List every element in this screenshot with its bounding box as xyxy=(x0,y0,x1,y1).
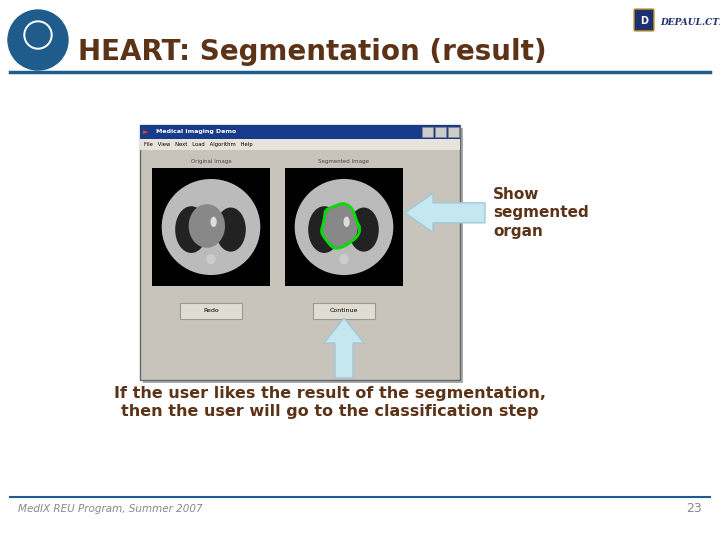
Ellipse shape xyxy=(189,204,225,248)
Text: 23: 23 xyxy=(686,503,702,516)
Bar xyxy=(435,127,446,137)
Bar xyxy=(140,125,460,139)
FancyBboxPatch shape xyxy=(313,303,375,319)
Bar xyxy=(448,127,459,137)
Polygon shape xyxy=(324,318,364,378)
Ellipse shape xyxy=(210,217,217,227)
Bar xyxy=(140,125,460,380)
Circle shape xyxy=(24,21,52,49)
Bar xyxy=(152,168,270,286)
Text: then the user will go to the classification step: then the user will go to the classificat… xyxy=(121,404,539,419)
Ellipse shape xyxy=(207,254,216,265)
Polygon shape xyxy=(405,193,485,232)
Bar xyxy=(143,128,463,383)
Ellipse shape xyxy=(216,207,246,252)
FancyBboxPatch shape xyxy=(634,9,654,31)
Ellipse shape xyxy=(175,206,207,253)
Ellipse shape xyxy=(322,204,358,248)
Text: File   View   Next   Load   Algorithm   Help: File View Next Load Algorithm Help xyxy=(144,142,253,147)
Ellipse shape xyxy=(343,217,350,227)
Text: Segmented Image: Segmented Image xyxy=(318,159,369,165)
Ellipse shape xyxy=(294,179,393,275)
Ellipse shape xyxy=(308,206,341,253)
Bar xyxy=(140,139,460,150)
Text: HEART: Segmentation (result): HEART: Segmentation (result) xyxy=(78,38,546,66)
Text: If the user likes the result of the segmentation,: If the user likes the result of the segm… xyxy=(114,386,546,401)
Text: D: D xyxy=(640,16,648,26)
Ellipse shape xyxy=(339,254,348,265)
Text: DEPAUL.CTI: DEPAUL.CTI xyxy=(660,18,720,27)
Polygon shape xyxy=(140,125,460,139)
Circle shape xyxy=(8,10,68,70)
Text: Show
segmented
organ: Show segmented organ xyxy=(493,187,589,239)
FancyBboxPatch shape xyxy=(180,303,242,319)
Text: Medical Imaging Demo: Medical Imaging Demo xyxy=(156,130,236,134)
Bar xyxy=(285,168,403,286)
Text: Continue: Continue xyxy=(330,308,358,314)
Ellipse shape xyxy=(348,207,379,252)
Bar xyxy=(422,127,433,137)
Text: ►: ► xyxy=(143,129,148,135)
Text: Original Image: Original Image xyxy=(191,159,231,165)
Text: MedIX REU Program, Summer 2007: MedIX REU Program, Summer 2007 xyxy=(18,504,202,514)
Text: Redo: Redo xyxy=(203,308,219,314)
Ellipse shape xyxy=(162,179,261,275)
Circle shape xyxy=(26,23,50,47)
